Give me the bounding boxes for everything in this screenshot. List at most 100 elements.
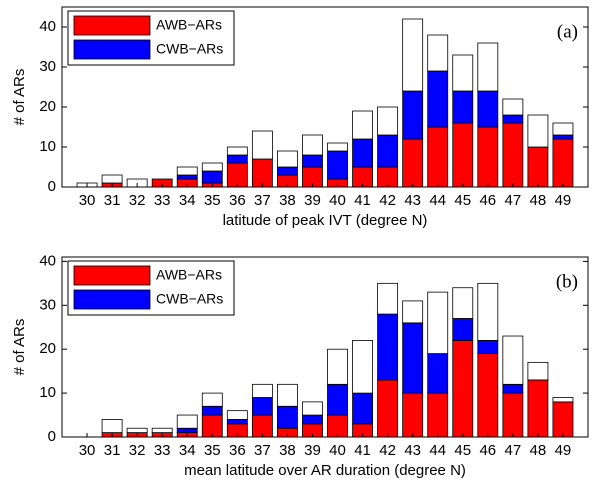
bar (251, 158, 273, 188)
bar (352, 138, 373, 168)
bar (101, 419, 123, 434)
bar (277, 383, 298, 407)
axes-frame (61, 256, 589, 438)
x-tick-label: 40 (329, 192, 346, 209)
x-tick-label: 44 (429, 442, 446, 459)
bar (377, 282, 399, 315)
x-tick-label: 31 (104, 442, 121, 459)
bar (377, 313, 399, 381)
y-axis-label: # of ARs (11, 69, 28, 126)
x-tick-label: 48 (530, 192, 547, 209)
y-tick-label: 20 (39, 340, 56, 357)
bar (302, 414, 323, 425)
panel: 30 31 32 33 34 35 36 37 38 39 40 41 42 43 44 45 46 47 48 49… (11, 6, 589, 229)
bar (302, 401, 323, 416)
annotation: (a) (557, 21, 578, 42)
bar (552, 134, 574, 140)
bar (327, 348, 348, 385)
legend-label: CWB−ARs (156, 41, 223, 57)
x-tick-label: 37 (254, 192, 271, 209)
x-tick-label: 46 (479, 442, 496, 459)
bar (527, 146, 549, 188)
bar (251, 130, 273, 160)
bar (527, 114, 549, 148)
bar (502, 392, 524, 438)
bar (477, 126, 499, 188)
x-tick-label: 42 (379, 442, 396, 459)
panel: 30 31 32 33 34 35 36 37 38 39 40 41 42 43 44 45 46 47 48 49… (11, 252, 589, 479)
legend-swatch (73, 15, 151, 36)
bar (176, 427, 198, 434)
bar (402, 90, 424, 140)
x-tick-label: 49 (555, 442, 572, 459)
bar (151, 427, 173, 434)
y-tick-label: 30 (39, 58, 56, 75)
x-tick-label: 47 (505, 192, 522, 209)
bar (176, 414, 198, 429)
x-tick-label: 41 (354, 192, 371, 209)
x-tick-label: 37 (254, 442, 271, 459)
bar (277, 150, 298, 168)
bar (477, 353, 499, 438)
bar (427, 353, 449, 394)
bar (502, 335, 524, 385)
x-tick-label: 30 (79, 442, 96, 459)
x-tick-label: 47 (505, 442, 522, 459)
bar (452, 54, 474, 92)
y-tick-label: 40 (39, 18, 56, 35)
x-tick-label: 36 (229, 442, 246, 459)
bar (452, 318, 474, 341)
x-tick-label: 35 (204, 442, 221, 459)
bar (527, 361, 549, 381)
bar (226, 410, 248, 420)
x-tick-label: 32 (129, 192, 146, 209)
x-tick-label: 49 (555, 192, 572, 209)
y-axis-label: # of ARs (11, 319, 28, 376)
bar (302, 154, 323, 168)
x-tick-label: 30 (79, 192, 96, 209)
bar (201, 405, 223, 416)
legend-swatch (73, 289, 151, 310)
bar (427, 34, 449, 72)
x-tick-label: 43 (404, 442, 421, 459)
bar (352, 340, 373, 394)
bar (502, 122, 524, 188)
bar (552, 138, 574, 188)
x-tick-label: 33 (154, 192, 171, 209)
bar (527, 379, 549, 438)
bar (226, 419, 248, 425)
axes-frame (61, 6, 589, 188)
bar (452, 90, 474, 124)
x-tick-label: 40 (329, 442, 346, 459)
bar (201, 170, 223, 184)
bar (552, 122, 574, 136)
x-tick-label: 38 (279, 442, 296, 459)
x-tick-label: 36 (229, 192, 246, 209)
bar (502, 114, 524, 124)
bar (402, 138, 424, 188)
bar (226, 146, 248, 156)
y-tick-label: 30 (39, 296, 56, 313)
bar (176, 174, 198, 180)
x-tick-label: 38 (279, 192, 296, 209)
bar (377, 134, 399, 168)
bar (552, 397, 574, 403)
bar (277, 405, 298, 429)
x-tick-label: 32 (129, 442, 146, 459)
bar (251, 383, 273, 398)
bar (101, 174, 123, 184)
bar (402, 18, 424, 92)
bar (477, 90, 499, 128)
legend-label: CWB−ARs (156, 291, 223, 307)
x-tick-label: 45 (454, 442, 471, 459)
bar (327, 383, 348, 416)
x-tick-label: 31 (104, 192, 121, 209)
bar (327, 150, 348, 180)
x-tick-label: 35 (204, 192, 221, 209)
annotation: (b) (556, 271, 578, 292)
x-tick-label: 39 (304, 442, 321, 459)
bar (402, 300, 424, 324)
bar (427, 126, 449, 188)
bar (201, 162, 223, 172)
